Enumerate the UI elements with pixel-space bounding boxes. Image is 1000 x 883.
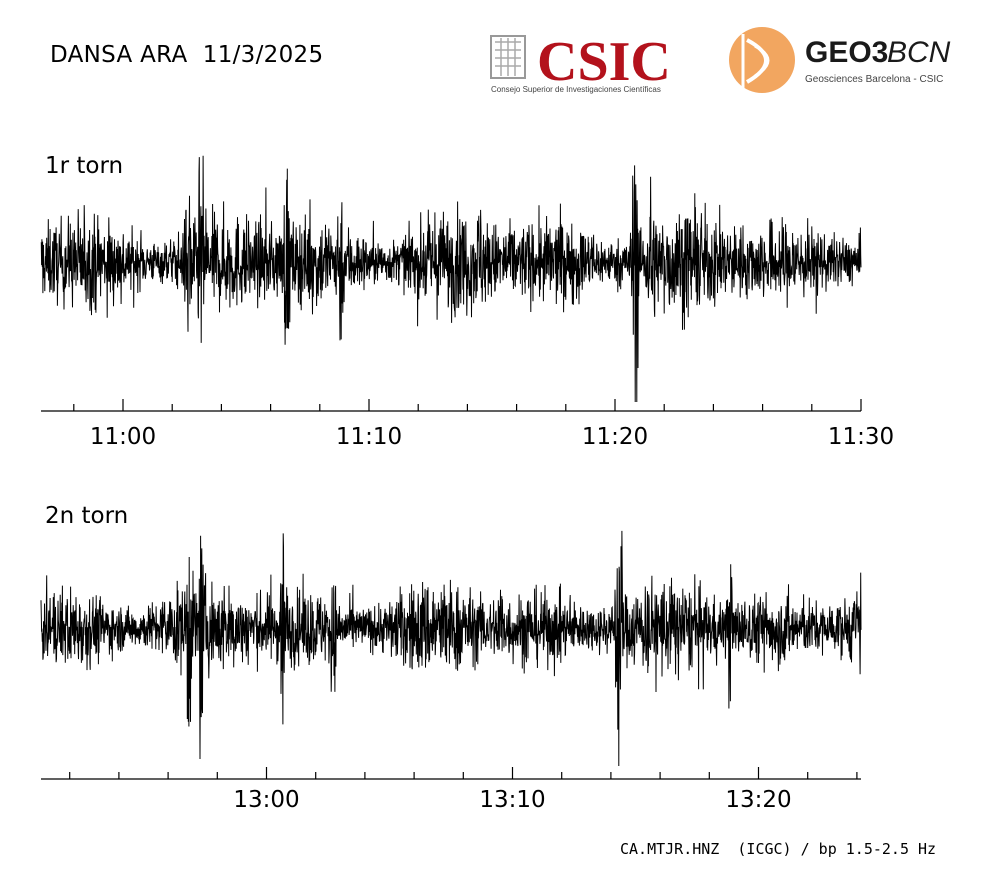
tick-label: 11:20: [582, 424, 648, 450]
geo3bcn-emblem-icon: [729, 27, 795, 93]
panel-label-first: 1r torn: [45, 153, 124, 179]
logo-block: CSIC Consejo Superior de Investigaciones…: [485, 22, 965, 102]
geo3bcn-logo-light: BCN: [887, 36, 951, 69]
csic-logo-text: CSIC: [537, 31, 671, 93]
csic-logo-subtitle: Consejo Superior de Investigaciones Cien…: [491, 85, 661, 94]
panel-label-second: 2n torn: [45, 503, 129, 529]
tick-label: 13:20: [725, 787, 791, 813]
logos-svg: CSIC Consejo Superior de Investigaciones…: [490, 27, 951, 94]
tick-label: 13:10: [479, 787, 545, 813]
waveform-trace-2: [40, 530, 862, 767]
tick-label: 11:00: [90, 424, 156, 450]
geo3bcn-logo-bold: GEO3: [805, 36, 888, 69]
tick-label: 13:00: [233, 787, 299, 813]
tick-label: 11:10: [336, 424, 402, 450]
waveform-trace-1: [40, 155, 862, 403]
station-caption: CA.MTJR.HNZ (ICGC) / bp 1.5-2.5 Hz: [620, 840, 937, 858]
geo3bcn-logo-subtitle: Geosciences Barcelona - CSIC: [805, 74, 943, 85]
csic-emblem-icon: [490, 35, 526, 79]
page-title: DANSA ARA 11/3/2025: [50, 42, 324, 68]
tick-label: 11:30: [828, 424, 894, 450]
